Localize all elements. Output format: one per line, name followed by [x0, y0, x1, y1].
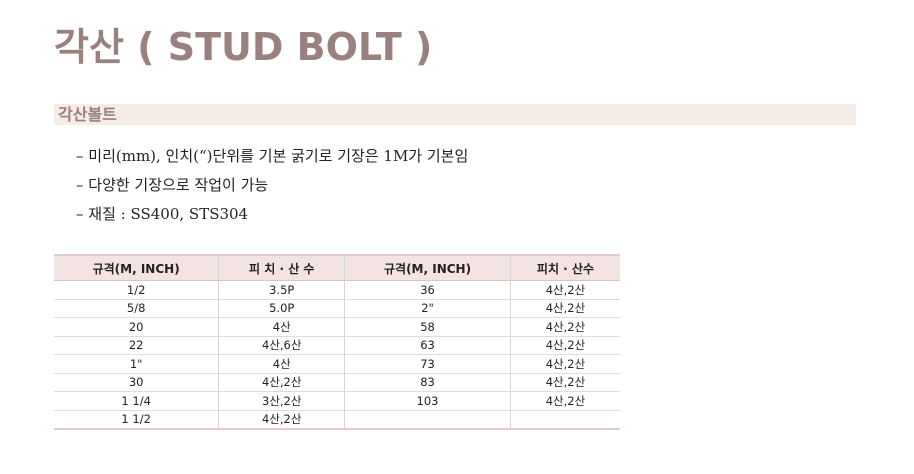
- table-cell: 103: [344, 391, 511, 411]
- section-header: 각산볼트: [54, 104, 856, 125]
- table-cell: [344, 410, 511, 430]
- table-cell: [509, 410, 620, 430]
- table-cell: 20: [54, 317, 219, 337]
- column-header: 규격(M, INCH): [344, 254, 511, 281]
- table-cell: 63: [344, 336, 511, 355]
- list-item: – 다양한 기장으로 작업이 가능: [76, 176, 269, 194]
- table-row: 1/2 3.5P 36 4산,2산: [54, 280, 620, 300]
- table-cell: 1 1/2: [54, 410, 219, 430]
- table-cell: 4산,2산: [509, 336, 620, 355]
- table-cell: 30: [54, 373, 219, 392]
- table-cell: 5/8: [54, 299, 219, 318]
- column-header: 피치 · 산수: [509, 254, 620, 281]
- table-cell: 36: [344, 280, 511, 300]
- table-cell: 1/2: [54, 280, 219, 300]
- table-cell: 3산,2산: [218, 391, 345, 411]
- table-cell: 83: [344, 373, 511, 392]
- table-cell: 1 1/4: [54, 391, 219, 411]
- table-cell: 58: [344, 317, 511, 337]
- list-item: – 재질 : SS400, STS304: [76, 205, 249, 223]
- table-cell: 4산,2산: [509, 354, 620, 374]
- table-cell: 4산,2산: [509, 317, 620, 337]
- table-cell: 4산,2산: [509, 280, 620, 300]
- table-cell: 4산,2산: [509, 391, 620, 411]
- table-cell: 4산,2산: [218, 410, 345, 430]
- page-title: 각산 ( STUD BOLT ): [54, 25, 433, 69]
- table-row: 1 1/2 4산,2산: [54, 410, 620, 430]
- table-cell: 5.0P: [218, 299, 345, 318]
- table-row: 5/8 5.0P 2" 4산,2산: [54, 299, 620, 318]
- section-title: 각산볼트: [58, 105, 117, 124]
- table-cell: 73: [344, 354, 511, 374]
- table-cell: 4산,2산: [509, 299, 620, 318]
- table-cell: 2": [344, 299, 511, 318]
- table-row: 20 4산 58 4산,2산: [54, 317, 620, 337]
- table-cell: 4산: [218, 354, 345, 374]
- table-row: 30 4산,2산 83 4산,2산: [54, 373, 620, 392]
- table-row: 1" 4산 73 4산,2산: [54, 354, 620, 374]
- table-cell: 4산,6산: [218, 336, 345, 355]
- list-item: – 미리(mm), 인치(“)단위를 기본 굵기로 기장은 1M가 기본임: [76, 147, 469, 165]
- spec-table: 규격(M, INCH) 피 치 · 산 수 규격(M, INCH) 피치 · 산…: [54, 254, 620, 430]
- table-cell: 4산,2산: [218, 373, 345, 392]
- column-header: 피 치 · 산 수: [218, 254, 345, 281]
- table-header-row: 규격(M, INCH) 피 치 · 산 수 규격(M, INCH) 피치 · 산…: [54, 254, 620, 281]
- table-row: 1 1/4 3산,2산 103 4산,2산: [54, 391, 620, 411]
- table-cell: 3.5P: [218, 280, 345, 300]
- feature-list: – 미리(mm), 인치(“)단위를 기본 굵기로 기장은 1M가 기본임 – …: [76, 144, 468, 231]
- table-cell: 1": [54, 354, 219, 374]
- table-cell: 4산,2산: [509, 373, 620, 392]
- table-cell: 4산: [218, 317, 345, 337]
- table-row: 22 4산,6산 63 4산,2산: [54, 336, 620, 355]
- table-cell: 22: [54, 336, 219, 355]
- column-header: 규격(M, INCH): [54, 254, 219, 281]
